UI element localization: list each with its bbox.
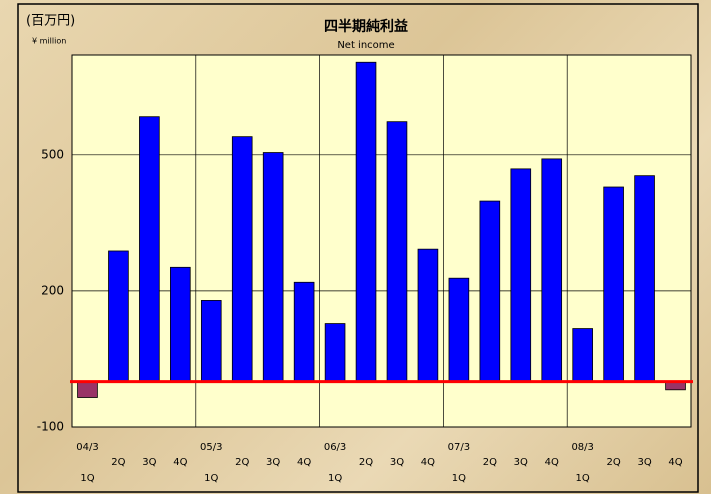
x-tick-label: 2Q: [483, 457, 497, 468]
x-tick-label: 4Q: [421, 457, 435, 468]
x-tick-label: 4Q: [297, 457, 311, 468]
bar: [200, 300, 222, 383]
x-tick-label: 2Q: [235, 457, 249, 468]
year-label: 07/3: [448, 442, 470, 453]
bar: [572, 328, 593, 383]
x-tick-label: 1Q: [80, 473, 94, 484]
x-tick-label: 1Q: [328, 473, 342, 484]
bar: [262, 152, 284, 383]
y-tick-label: 500: [41, 147, 64, 161]
bar: [386, 121, 408, 383]
x-tick-label: 2Q: [607, 457, 621, 468]
year-label: 08/3: [571, 442, 593, 453]
x-tick-label: 3Q: [390, 457, 404, 468]
plot-area: [71, 54, 692, 428]
x-tick-label: 4Q: [545, 457, 559, 468]
x-tick-label: 3Q: [637, 457, 651, 468]
bar: [603, 186, 624, 383]
x-tick-label: 1Q: [452, 473, 466, 484]
bar: [541, 158, 563, 383]
unit-label-en: ¥ million: [32, 37, 66, 46]
bar: [108, 250, 129, 383]
y-tick-label: 200: [41, 283, 64, 297]
unit-label: (百万円): [26, 14, 75, 29]
x-tick-label: 4Q: [668, 457, 682, 468]
x-tick-label: 1Q: [576, 473, 590, 484]
x-tick-label: 4Q: [173, 457, 187, 468]
x-tick-label: 2Q: [111, 457, 125, 468]
bar: [139, 116, 160, 383]
bar: [479, 200, 501, 383]
year-label: 06/3: [324, 442, 346, 453]
bar: [77, 381, 98, 398]
bar: [355, 61, 377, 383]
bar: [231, 136, 253, 383]
bar: [293, 281, 315, 383]
year-label: 04/3: [76, 442, 98, 453]
x-tick-label: 3Q: [142, 457, 156, 468]
bar: [634, 175, 655, 383]
bar: [510, 168, 532, 383]
x-tick-label: 3Q: [514, 457, 528, 468]
chart-frame: [17, 3, 699, 493]
y-tick-label: -100: [37, 420, 64, 434]
x-tick-label: 3Q: [266, 457, 280, 468]
year-label: 05/3: [200, 442, 222, 453]
chart-title: 四半期純利益: [324, 18, 408, 35]
bar: [417, 248, 439, 383]
x-tick-label: 1Q: [204, 473, 218, 484]
bar: [170, 266, 191, 383]
x-tick-label: 2Q: [359, 457, 373, 468]
bar: [448, 277, 470, 383]
bar: [324, 323, 346, 383]
chart-subtitle: Net income: [337, 40, 394, 51]
